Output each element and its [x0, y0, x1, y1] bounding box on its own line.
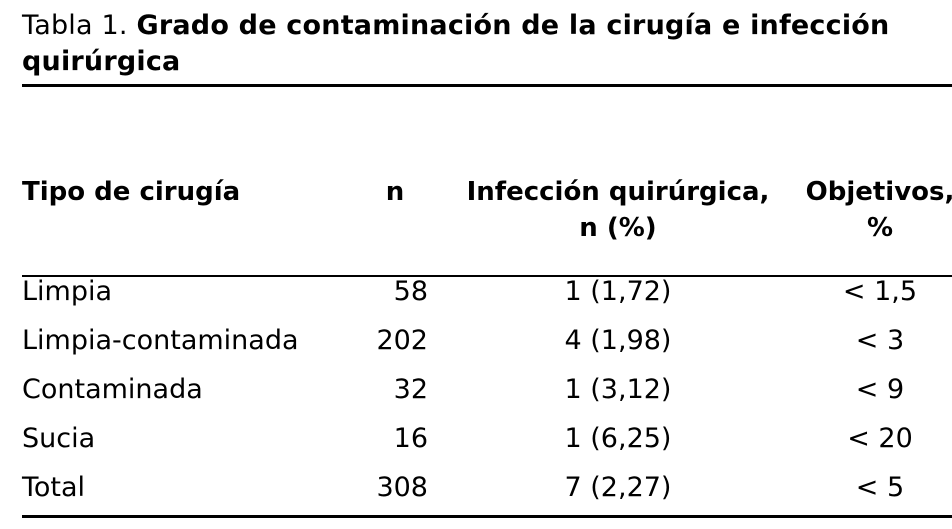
table-row: Contaminada 32 1 (3,12) < 9 — [0, 365, 952, 414]
header-surgery-type: Tipo de cirugía — [22, 177, 241, 207]
cell-surgery-type: Limpia — [22, 276, 113, 307]
table-caption: Tabla 1. Grado de contaminación de la ci… — [22, 8, 922, 80]
cell-n: 16 — [393, 423, 428, 454]
header-infection: Infección quirúrgica, n (%) — [458, 174, 778, 246]
cell-surgery-type: Sucia — [22, 423, 96, 454]
cell-n: 202 — [376, 325, 428, 356]
cell-n: 32 — [393, 374, 428, 405]
cell-objective: < 20 — [847, 423, 913, 454]
table-row-total: Total 308 7 (2,27) < 5 — [0, 463, 952, 512]
cell-infection: 1 (6,25) — [564, 423, 672, 454]
cell-n: 58 — [393, 276, 428, 307]
cell-infection: 1 (3,12) — [564, 374, 672, 405]
table-row: Sucia 16 1 (6,25) < 20 — [0, 414, 952, 463]
header-n: n — [385, 177, 405, 207]
table-number: Tabla 1. — [22, 10, 128, 41]
bottom-rule — [22, 515, 952, 518]
cell-surgery-type: Limpia-contaminada — [22, 325, 299, 356]
table-row: Limpia 58 1 (1,72) < 1,5 — [0, 267, 952, 316]
header-objectives: Objetivos, % — [800, 174, 952, 246]
cell-surgery-type: Contaminada — [22, 374, 203, 405]
table-title: Grado de contaminación de la cirugía e i… — [22, 10, 890, 77]
header-infection-line1: Infección quirúrgica, — [466, 177, 770, 207]
cell-infection: 4 (1,98) — [564, 325, 672, 356]
header-rule — [22, 275, 952, 277]
cell-objective: < 3 — [855, 325, 905, 356]
cell-surgery-type: Total — [22, 472, 86, 503]
cell-n: 308 — [376, 472, 428, 503]
header-objectives-line1: Objetivos, — [805, 177, 952, 207]
cell-infection: 7 (2,27) — [564, 472, 672, 503]
top-rule — [22, 84, 952, 87]
header-infection-line2: n (%) — [579, 213, 657, 243]
cell-objective: < 1,5 — [842, 276, 918, 307]
header-objectives-line2: % — [866, 213, 894, 243]
cell-objective: < 5 — [855, 472, 905, 503]
cell-objective: < 9 — [855, 374, 905, 405]
table-row: Limpia-contaminada 202 4 (1,98) < 3 — [0, 316, 952, 365]
cell-infection: 1 (1,72) — [564, 276, 672, 307]
